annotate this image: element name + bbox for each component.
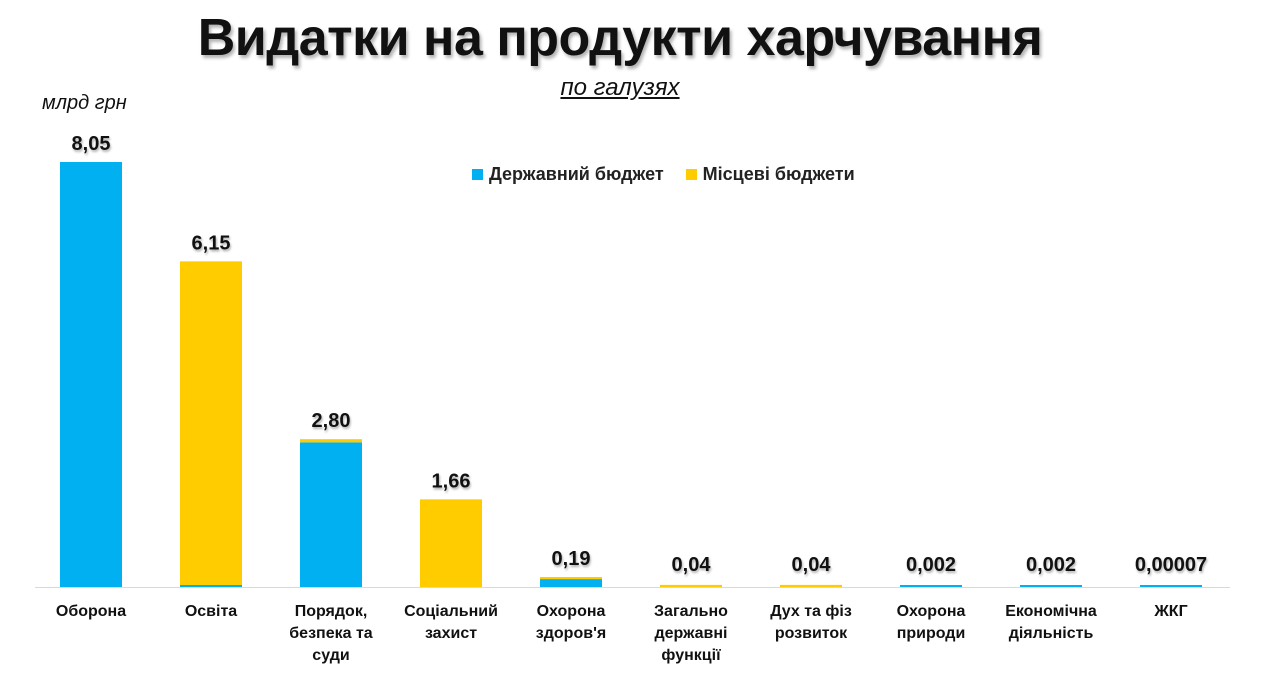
bar-segment-local (540, 576, 602, 580)
bar-segment-local (300, 439, 362, 443)
bar-segment-state (900, 585, 962, 587)
data-label: 2,80 (312, 410, 351, 432)
legend: Державний бюджет Місцеві бюджети (472, 164, 855, 185)
legend-label: Державний бюджет (489, 164, 664, 184)
category-label: Дух та фіз розвиток (770, 603, 852, 642)
category-label: Охорона природи (896, 603, 966, 642)
bar-segment-local (420, 499, 482, 587)
bar-segment-state (180, 585, 242, 587)
bar-segment-state (1020, 585, 1082, 587)
data-label: 0,002 (906, 554, 956, 576)
legend-label: Місцеві бюджети (702, 164, 855, 184)
category-label: Охорона здоров'я (535, 603, 607, 642)
legend-swatch (685, 169, 697, 180)
bar-segment-state (1140, 585, 1202, 587)
category-label: Порядок, безпека та суди (289, 603, 373, 664)
category-label: Соціальний захист (404, 603, 498, 642)
category-label: Освіта (184, 603, 238, 620)
category-label: Загально державні функції (654, 603, 728, 664)
bar-segment-state (60, 162, 122, 587)
data-label: 0,19 (552, 548, 591, 570)
data-label: 0,002 (1026, 554, 1076, 576)
bar-segment-local (660, 584, 722, 587)
category-label: Оборона (55, 603, 127, 620)
data-label: 8,05 (72, 133, 111, 155)
bar-segment-state (300, 442, 362, 587)
y-axis-unit-label: млрд грн (42, 92, 127, 114)
bar-segment-local (180, 261, 242, 585)
category-label: ЖКГ (1154, 603, 1188, 620)
chart-subtitle: по галузях (560, 74, 680, 101)
legend-item-local-budgets: Місцеві бюджети (685, 164, 855, 185)
chart-title: Видатки на продукти харчування (197, 9, 1043, 67)
data-label: 0,04 (792, 554, 832, 576)
data-label: 1,66 (432, 470, 471, 492)
data-label: 6,15 (192, 232, 231, 254)
category-label: Економічна діяльність (1005, 603, 1097, 642)
legend-item-state-budget: Державний бюджет (472, 164, 664, 185)
data-label: 0,04 (672, 554, 712, 576)
data-label: 0,00007 (1135, 554, 1207, 576)
bar-segment-local (780, 584, 842, 587)
legend-swatch (472, 169, 483, 180)
bar-segment-state (540, 579, 602, 587)
